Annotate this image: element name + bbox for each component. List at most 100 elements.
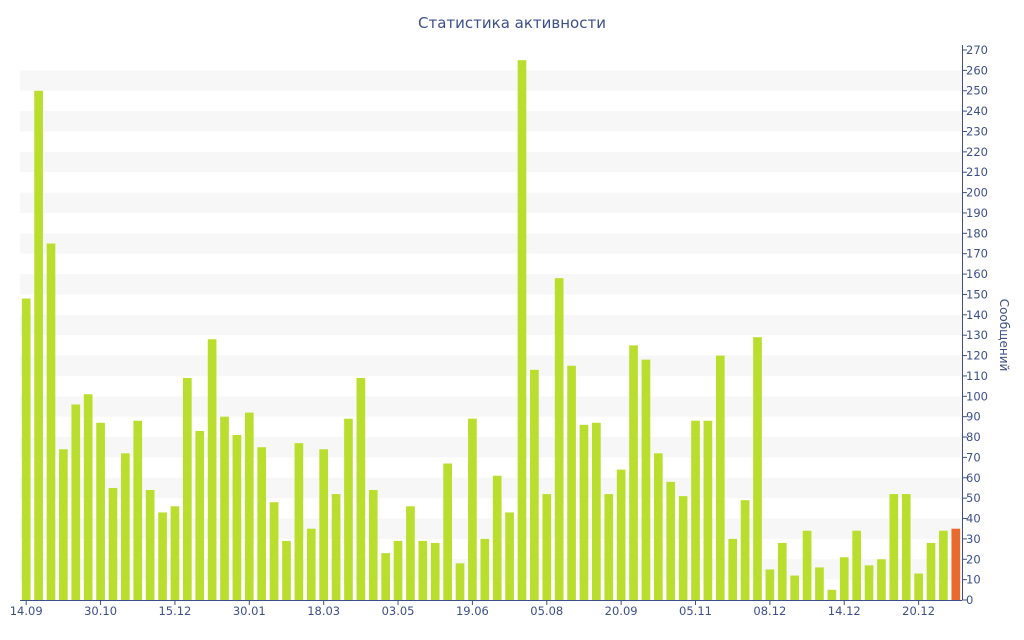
grid-band <box>20 355 962 376</box>
bar <box>542 494 552 600</box>
chart-title: Статистика активности <box>418 14 606 32</box>
x-tick-label: 20.09 <box>605 604 638 618</box>
bar <box>418 540 428 600</box>
bar <box>753 337 762 600</box>
bar <box>641 359 651 600</box>
bar <box>133 420 143 600</box>
y-tick-label: 210 <box>966 165 988 179</box>
bar <box>282 540 291 600</box>
bar <box>827 589 837 600</box>
y-tick-label: 160 <box>966 267 988 281</box>
bar <box>592 422 601 600</box>
x-tick-label: 14.12 <box>828 604 861 618</box>
bar <box>554 278 564 600</box>
bar <box>703 420 713 600</box>
bar <box>678 496 688 600</box>
bar <box>21 298 31 600</box>
bar <box>715 355 725 600</box>
bar <box>839 557 849 600</box>
bar <box>492 475 502 600</box>
y-tick-label: 220 <box>966 145 988 159</box>
x-tick-label: 05.08 <box>530 604 563 618</box>
bar <box>579 424 589 600</box>
bar <box>777 542 787 600</box>
bar <box>269 502 279 600</box>
bar <box>393 540 403 600</box>
grid-band <box>20 559 962 580</box>
bar <box>170 506 180 600</box>
y-tick-label: 230 <box>966 124 988 138</box>
bar <box>83 394 93 600</box>
grid-band <box>20 151 962 173</box>
bar <box>629 345 638 600</box>
x-tick-label: 18.03 <box>307 604 340 618</box>
bar <box>368 490 378 600</box>
y-tick-label: 40 <box>966 512 981 526</box>
bar <box>877 559 886 600</box>
grid-band <box>20 274 962 295</box>
bar <box>430 542 440 600</box>
bar <box>294 443 304 600</box>
y-tick-label: 50 <box>966 491 981 505</box>
bar <box>220 416 229 600</box>
y-tick-label: 70 <box>966 450 981 464</box>
bar <box>765 569 775 600</box>
y-tick-label: 100 <box>966 389 988 403</box>
y-tick-label: 150 <box>966 287 988 301</box>
bar <box>96 422 105 600</box>
y-tick-label: 0 <box>966 593 973 607</box>
grid-band <box>20 70 962 91</box>
x-tick-label: 30.01 <box>233 604 266 618</box>
x-tick-label: 19.06 <box>456 604 489 618</box>
y-tick-label: 200 <box>966 186 988 200</box>
bar <box>666 481 676 600</box>
bar <box>901 494 911 600</box>
bar <box>530 369 539 600</box>
bar <box>815 567 824 600</box>
y-tick-label: 240 <box>966 104 988 118</box>
x-tick-label: 30.10 <box>84 604 117 618</box>
grid-band <box>20 314 962 336</box>
y-tick-label: 140 <box>966 308 988 322</box>
y-tick-label: 30 <box>966 532 981 546</box>
bar <box>306 528 316 600</box>
bar <box>195 430 205 600</box>
bar <box>790 575 800 600</box>
bar <box>505 512 514 600</box>
bar <box>108 487 118 600</box>
y-tick-label: 80 <box>966 430 981 444</box>
bar <box>939 530 948 600</box>
grid-band <box>20 192 962 213</box>
bar <box>616 469 626 600</box>
bar <box>926 542 936 600</box>
y-tick-label: 90 <box>966 410 981 424</box>
y-tick-label: 20 <box>966 552 981 566</box>
y-tick-label: 110 <box>966 369 988 383</box>
bar <box>356 377 366 600</box>
grid-band <box>20 477 962 499</box>
bar <box>604 494 614 600</box>
grid-band <box>20 111 962 132</box>
bar <box>121 453 130 600</box>
y-axis-title: Сообщений <box>997 299 1011 372</box>
bar <box>802 530 812 600</box>
bar <box>158 512 167 600</box>
bar <box>914 573 923 600</box>
x-tick-label: 08.12 <box>753 604 786 618</box>
bar <box>653 453 663 600</box>
y-tick-label: 190 <box>966 206 988 220</box>
bar <box>889 494 899 600</box>
grid-band <box>20 396 962 417</box>
grid-band <box>20 233 962 254</box>
bar <box>319 449 329 600</box>
grid-band <box>20 518 962 539</box>
x-tick-label: 03.05 <box>382 604 415 618</box>
bar <box>951 528 961 600</box>
bar <box>468 418 477 600</box>
bar <box>344 418 353 600</box>
y-tick-label: 260 <box>966 63 988 77</box>
bar <box>71 404 81 600</box>
y-tick-label: 170 <box>966 247 988 261</box>
